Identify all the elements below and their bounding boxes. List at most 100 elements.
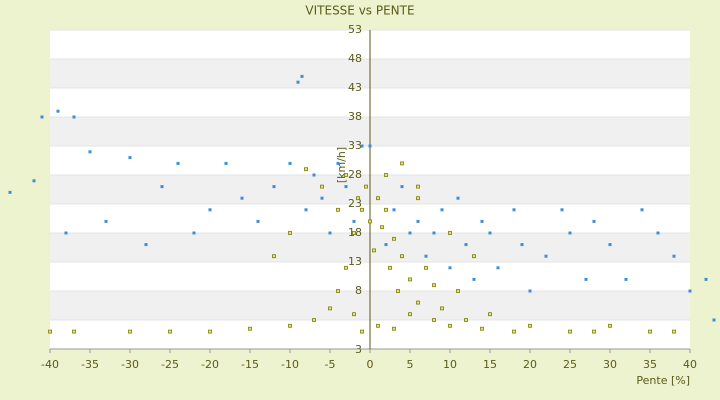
x-tick-label: 40 bbox=[683, 358, 697, 371]
point bbox=[408, 312, 412, 317]
point bbox=[592, 329, 596, 334]
point bbox=[300, 74, 304, 78]
point bbox=[416, 300, 420, 305]
point bbox=[448, 231, 452, 235]
point bbox=[368, 144, 372, 148]
point bbox=[392, 208, 396, 212]
x-tick-label: 10 bbox=[443, 358, 457, 371]
point bbox=[456, 289, 460, 293]
x-tick-label: -25 bbox=[161, 358, 179, 371]
point bbox=[64, 231, 68, 235]
point bbox=[592, 219, 596, 223]
point bbox=[448, 266, 452, 270]
point bbox=[448, 323, 452, 328]
point bbox=[464, 318, 468, 322]
point bbox=[304, 167, 308, 172]
point bbox=[376, 323, 380, 328]
point bbox=[472, 254, 476, 259]
point bbox=[528, 323, 532, 328]
point bbox=[608, 323, 612, 328]
point bbox=[128, 329, 132, 334]
point bbox=[352, 219, 356, 223]
point bbox=[320, 196, 324, 200]
x-tick-label: 30 bbox=[603, 358, 617, 371]
point bbox=[400, 254, 404, 259]
point bbox=[360, 207, 364, 212]
point bbox=[688, 289, 692, 293]
point bbox=[640, 208, 644, 212]
point bbox=[416, 219, 420, 223]
x-tick-label: 35 bbox=[643, 358, 657, 371]
y-tick-label: 53 bbox=[348, 23, 362, 36]
point bbox=[648, 329, 652, 334]
x-tick-label: 25 bbox=[563, 358, 577, 371]
point bbox=[396, 289, 400, 293]
point bbox=[480, 326, 484, 331]
point bbox=[56, 109, 60, 113]
point bbox=[328, 231, 332, 235]
point bbox=[304, 208, 308, 212]
point bbox=[336, 207, 340, 212]
point bbox=[344, 265, 348, 270]
point bbox=[388, 265, 392, 270]
y-tick-label: 38 bbox=[348, 110, 362, 123]
point bbox=[384, 243, 388, 247]
point bbox=[8, 190, 12, 194]
point bbox=[424, 265, 428, 270]
point bbox=[440, 306, 444, 311]
y-tick-label: 43 bbox=[348, 81, 362, 94]
point bbox=[32, 179, 36, 183]
x-tick-label: -10 bbox=[281, 358, 299, 371]
point bbox=[380, 225, 384, 230]
point bbox=[312, 173, 316, 177]
point bbox=[192, 231, 196, 235]
point bbox=[424, 254, 428, 258]
y-tick-label: 13 bbox=[348, 255, 362, 268]
x-tick-label: -15 bbox=[241, 358, 259, 371]
point bbox=[360, 329, 364, 334]
point bbox=[392, 326, 396, 331]
point bbox=[568, 231, 572, 235]
point bbox=[384, 207, 388, 212]
x-tick-label: 0 bbox=[367, 358, 374, 371]
point bbox=[272, 185, 276, 189]
point bbox=[328, 306, 332, 311]
point bbox=[544, 254, 548, 258]
point bbox=[296, 80, 300, 84]
point bbox=[344, 173, 348, 177]
y-axis-title: [km/h] bbox=[335, 147, 348, 183]
point bbox=[704, 277, 708, 281]
point bbox=[432, 231, 436, 235]
point bbox=[624, 277, 628, 281]
point bbox=[256, 219, 260, 223]
point bbox=[360, 144, 364, 148]
point bbox=[384, 173, 388, 177]
x-tick-label: 20 bbox=[523, 358, 537, 371]
point bbox=[312, 318, 316, 322]
x-tick-label: -5 bbox=[325, 358, 336, 371]
point bbox=[472, 277, 476, 281]
point bbox=[408, 231, 412, 235]
point bbox=[364, 184, 368, 189]
x-axis-title: Pente [%] bbox=[636, 374, 690, 387]
point bbox=[168, 329, 172, 334]
point bbox=[488, 231, 492, 235]
point bbox=[488, 312, 492, 317]
point bbox=[72, 115, 76, 119]
point bbox=[512, 329, 516, 334]
point bbox=[272, 254, 276, 259]
point bbox=[400, 185, 404, 189]
x-tick-label: -35 bbox=[81, 358, 99, 371]
point bbox=[480, 219, 484, 223]
point bbox=[432, 283, 436, 288]
point bbox=[224, 161, 228, 165]
point bbox=[88, 150, 92, 154]
point bbox=[512, 208, 516, 212]
point bbox=[608, 243, 612, 247]
point bbox=[368, 219, 372, 224]
point bbox=[208, 329, 212, 334]
point bbox=[400, 161, 404, 166]
point bbox=[672, 254, 676, 258]
point bbox=[240, 196, 244, 200]
